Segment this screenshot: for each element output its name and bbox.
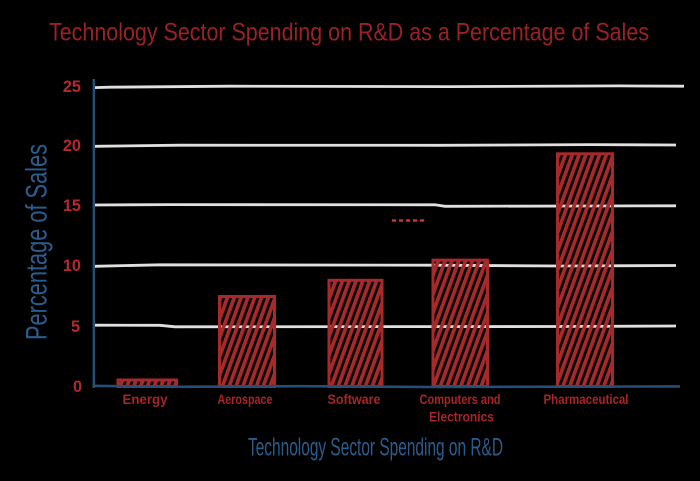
svg-text:Technology Sector Spending on: Technology Sector Spending on R&D (248, 434, 503, 462)
svg-text:Software: Software (328, 391, 381, 407)
svg-text:Electronics: Electronics (429, 409, 494, 425)
svg-text:Computers and: Computers and (420, 391, 501, 407)
svg-text:Energy: Energy (123, 391, 168, 407)
svg-text:25: 25 (63, 78, 81, 96)
svg-text:15: 15 (63, 197, 81, 215)
svg-text:0: 0 (73, 378, 82, 396)
svg-text:Technology Sector Spending on: Technology Sector Spending on R&D as a P… (49, 19, 649, 47)
svg-text:Percentage of Sales: Percentage of Sales (21, 144, 54, 340)
svg-text:Pharmaceutical: Pharmaceutical (544, 391, 629, 407)
svg-text:20: 20 (63, 137, 81, 155)
svg-text:Aerospace: Aerospace (218, 391, 273, 407)
svg-text:10: 10 (63, 257, 81, 275)
svg-text:5: 5 (71, 318, 80, 336)
